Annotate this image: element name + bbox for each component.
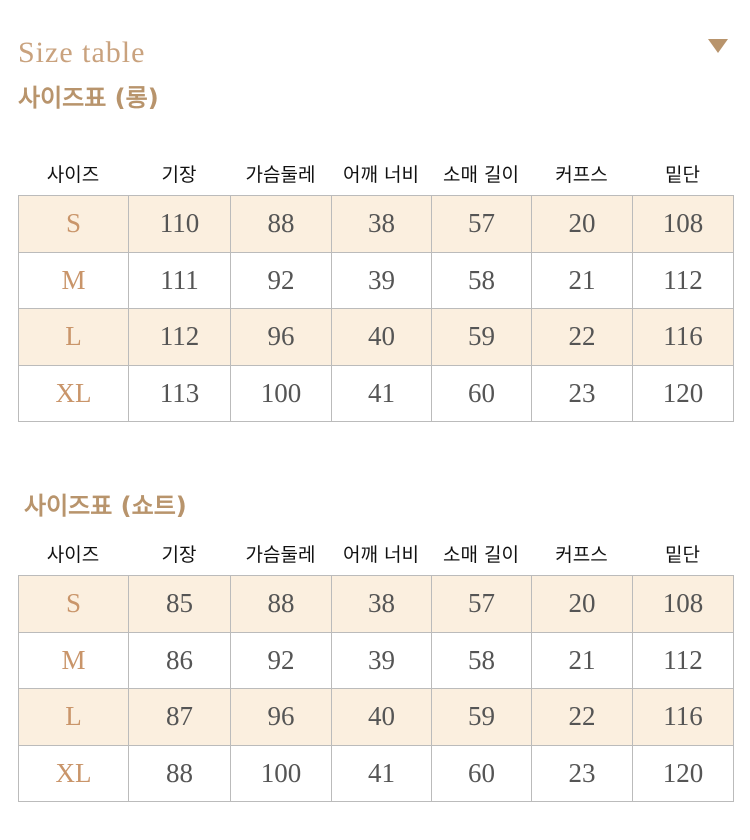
column-header: 커프스	[555, 164, 608, 186]
value-cell: 21	[531, 251, 633, 309]
value-cell: 58	[431, 631, 532, 689]
value-cell: 22	[531, 688, 633, 746]
value-cell: 110	[128, 195, 231, 253]
size-cell: L	[18, 308, 129, 366]
value-cell: 87	[128, 688, 231, 746]
column-header: 가슴둘레	[245, 164, 316, 186]
value-cell: 88	[230, 195, 332, 253]
value-cell: 85	[128, 575, 231, 633]
value-cell: 100	[230, 744, 332, 802]
size-cell: L	[18, 688, 129, 746]
section-title: 사이즈표 (쇼트)	[24, 492, 187, 520]
value-cell: 41	[331, 364, 432, 422]
column-header: 기장	[161, 164, 197, 186]
value-cell: 112	[632, 631, 734, 689]
value-cell: 96	[230, 688, 332, 746]
value-cell: 108	[632, 195, 734, 253]
value-cell: 20	[531, 575, 633, 633]
value-cell: 120	[632, 364, 734, 422]
value-cell: 88	[128, 744, 231, 802]
value-cell: 38	[331, 575, 432, 633]
value-cell: 59	[431, 308, 532, 366]
column-header: 어깨 너비	[343, 544, 419, 566]
value-cell: 59	[431, 688, 532, 746]
dropdown-icon[interactable]	[706, 38, 730, 54]
value-cell: 120	[632, 744, 734, 802]
value-cell: 23	[531, 744, 633, 802]
value-cell: 100	[230, 364, 332, 422]
value-cell: 58	[431, 251, 532, 309]
value-cell: 112	[632, 251, 734, 309]
value-cell: 86	[128, 631, 231, 689]
value-cell: 116	[632, 308, 734, 366]
value-cell: 40	[331, 308, 432, 366]
value-cell: 39	[331, 251, 432, 309]
column-header: 소매 길이	[443, 544, 519, 566]
value-cell: 112	[128, 308, 231, 366]
value-cell: 96	[230, 308, 332, 366]
value-cell: 60	[431, 744, 532, 802]
subtitle: 사이즈표 (롱)	[18, 84, 159, 112]
value-cell: 22	[531, 308, 633, 366]
value-cell: 40	[331, 688, 432, 746]
value-cell: 57	[431, 195, 532, 253]
value-cell: 111	[128, 251, 231, 309]
column-header: 사이즈	[46, 164, 100, 186]
column-header: 밑단	[665, 544, 700, 566]
value-cell: 41	[331, 744, 432, 802]
value-cell: 57	[431, 575, 532, 633]
value-cell: 38	[331, 195, 432, 253]
column-header: 밑단	[665, 164, 700, 186]
size-cell: S	[18, 575, 129, 633]
value-cell: 113	[128, 364, 231, 422]
value-cell: 92	[230, 251, 332, 309]
column-header: 커프스	[555, 544, 608, 566]
column-header: 기장	[161, 544, 197, 566]
value-cell: 108	[632, 575, 734, 633]
value-cell: 92	[230, 631, 332, 689]
value-cell: 60	[431, 364, 532, 422]
size-cell: XL	[18, 364, 129, 422]
value-cell: 39	[331, 631, 432, 689]
value-cell: 20	[531, 195, 633, 253]
column-header: 사이즈	[46, 544, 100, 566]
size-cell: XL	[18, 744, 129, 802]
column-header: 소매 길이	[443, 164, 519, 186]
size-cell: M	[18, 631, 129, 689]
size-cell: M	[18, 251, 129, 309]
size-cell: S	[18, 195, 129, 253]
value-cell: 21	[531, 631, 633, 689]
column-header: 어깨 너비	[343, 164, 419, 186]
value-cell: 116	[632, 688, 734, 746]
column-header: 가슴둘레	[245, 544, 316, 566]
title: Size table	[18, 36, 146, 69]
value-cell: 23	[531, 364, 633, 422]
value-cell: 88	[230, 575, 332, 633]
